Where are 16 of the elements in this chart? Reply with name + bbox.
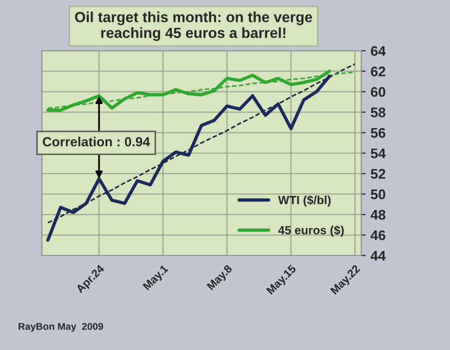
- y-tick-label: 50: [370, 189, 386, 200]
- y-tick-label: 56: [370, 128, 386, 138]
- y-tick-label: 54: [370, 148, 386, 158]
- y-tick-label: 64: [370, 46, 386, 56]
- y-tick-label: 44: [370, 250, 386, 261]
- y-tick-label: 60: [370, 87, 386, 97]
- y-tick-label: 62: [370, 66, 386, 76]
- legend-label: WTI ($/bl): [278, 195, 331, 207]
- annotation: Correlation : 0.94: [42, 136, 150, 146]
- y-tick-label: 58: [370, 108, 386, 118]
- text: RayBon May 2009: [18, 322, 104, 332]
- legend-label: 45 euros ($): [278, 225, 344, 237]
- y-tick-label: 46: [370, 230, 386, 240]
- y-tick-label: 48: [370, 210, 386, 220]
- chart-title: Oil target this month: on the verge reaching 45 euros a barrel!: [75, 12, 312, 41]
- y-tick-label: 52: [370, 168, 386, 179]
